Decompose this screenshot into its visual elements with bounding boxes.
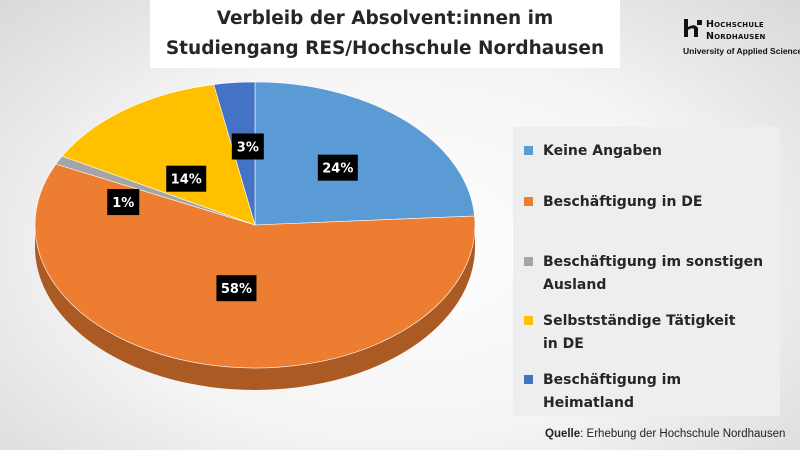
source-label: Quelle [545, 428, 581, 440]
logo-line-1: Hochschule [706, 19, 764, 30]
logo-line-2: Nordhausen [706, 31, 766, 42]
legend-swatch-3 [524, 257, 533, 266]
legend-label-line: Beschäftigung im sonstigen [543, 254, 764, 270]
data-label-2: 58% [216, 275, 257, 302]
legend-label-line: Heimatland [543, 395, 634, 411]
data-label-box-4 [166, 165, 207, 192]
legend-label-2: Beschäftigung in DE [543, 191, 702, 214]
chart-title: Verbleib der Absolvent:innen im Studieng… [150, 0, 620, 68]
data-label-box-1 [317, 154, 358, 181]
university-logo: Hochschule Nordhausen University of Appl… [683, 18, 800, 58]
legend-label-line: Keine Angaben [543, 143, 662, 159]
chart-title-line-2: Studiengang RES/Hochschule Nordhausen [165, 38, 605, 59]
legend-label-3: Beschäftigung im sonstigen Ausland [543, 251, 763, 297]
legend-label-1: Keine Angaben [543, 140, 662, 163]
data-label-5: 3% [231, 133, 264, 160]
data-label-4: 14% [166, 165, 207, 192]
source-text: : Erhebung der Hochschule Nordhausen [580, 428, 786, 440]
chart-title-line-1: Verbleib der Absolvent:innen im [216, 8, 554, 29]
data-label-box-3 [107, 189, 140, 216]
data-label-text-5: 3% [237, 140, 259, 155]
data-label-text-2: 58% [221, 282, 252, 297]
legend-swatch-2 [524, 197, 533, 206]
source-note: Quelle: Erhebung der Hochschule Nordhaus… [545, 428, 785, 440]
legend-label-line: Ausland [543, 277, 607, 293]
legend-label-line: Beschäftigung im [543, 372, 682, 388]
chart-legend: Keine Angaben Beschäftigung in DE Beschäft… [513, 127, 780, 416]
legend-swatch-1 [524, 146, 533, 155]
legend-swatch-4 [524, 316, 533, 325]
pie-slice-2 [34, 163, 476, 369]
legend-label-5: Beschäftigung im Heimatland [543, 369, 681, 415]
data-label-text-3: 1% [112, 196, 134, 211]
legend-label-4: Selbstständige Tätigkeit in DE [543, 310, 735, 356]
legend-label-line: Beschäftigung in DE [543, 194, 703, 210]
data-label-1: 24% [317, 154, 358, 181]
pie-slice-1 [254, 81, 475, 226]
data-label-text-4: 14% [171, 173, 202, 188]
data-label-box-5 [231, 133, 264, 160]
logo-line-3: University of Applied Sciences [683, 46, 800, 56]
data-label-box-2 [216, 275, 257, 302]
data-label-3: 1% [107, 189, 140, 216]
data-label-text-1: 24% [322, 162, 353, 177]
legend-swatch-5 [524, 375, 533, 384]
pie-slice-4 [61, 84, 256, 226]
legend-label-line: in DE [543, 336, 584, 352]
logo-mark-icon [684, 19, 702, 37]
legend-label-line: Selbstständige Tätigkeit [543, 313, 736, 329]
